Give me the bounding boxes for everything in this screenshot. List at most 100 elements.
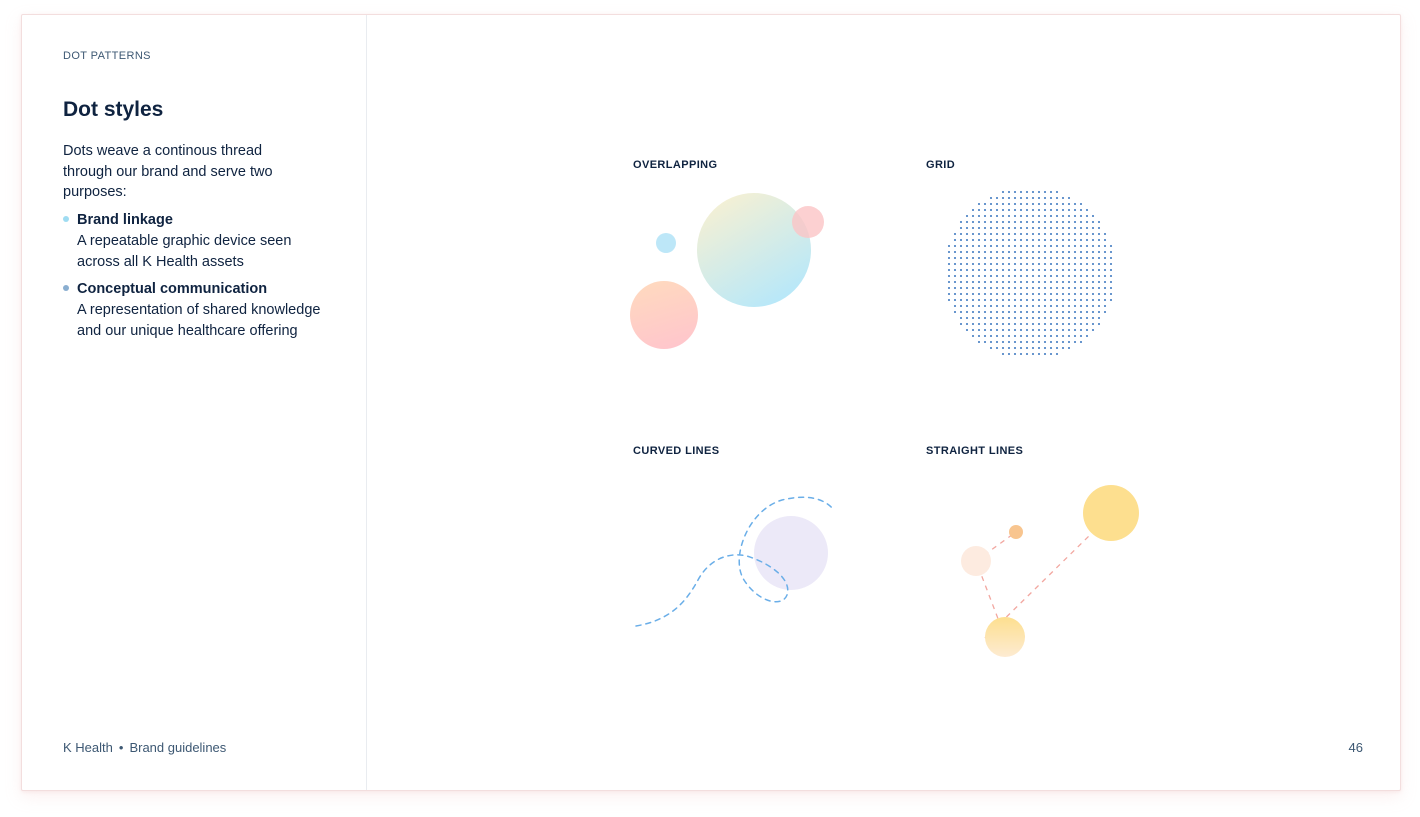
- grid-dot: [1079, 244, 1083, 248]
- grid-dot: [1109, 280, 1113, 284]
- grid-dot: [1055, 316, 1059, 320]
- grid-dot: [1055, 214, 1059, 218]
- grid-dot: [1097, 310, 1101, 314]
- grid-dot: [959, 232, 963, 236]
- grid-dot: [1019, 196, 1023, 200]
- grid-dot: [1067, 196, 1071, 200]
- grid-dot: [983, 292, 987, 296]
- grid-dot: [1109, 286, 1113, 290]
- grid-dot: [977, 202, 981, 206]
- grid-dot: [1013, 268, 1017, 272]
- grid-dot: [1067, 334, 1071, 338]
- grid-dot: [1043, 274, 1047, 278]
- grid-dot: [959, 322, 963, 326]
- grid-dot: [1031, 262, 1035, 266]
- grid-dot: [1013, 196, 1017, 200]
- grid-dot: [1073, 250, 1077, 254]
- grid-dot: [1085, 310, 1089, 314]
- grid-dot: [1079, 310, 1083, 314]
- grid-dot: [1079, 214, 1083, 218]
- grid-dot: [1001, 298, 1005, 302]
- grid-dot: [965, 322, 969, 326]
- grid-dot: [1037, 340, 1041, 344]
- grid-dot: [1043, 328, 1047, 332]
- grid-dot: [1085, 214, 1089, 218]
- grid-dot: [1037, 262, 1041, 266]
- grid-dot: [1043, 238, 1047, 242]
- grid-dot: [947, 256, 951, 260]
- grid-dot: [1043, 340, 1047, 344]
- grid-dot: [1019, 214, 1023, 218]
- grid-dot: [1055, 352, 1059, 356]
- grid-dot: [1109, 244, 1113, 248]
- grid-dot: [1085, 220, 1089, 224]
- grid-dot: [1055, 226, 1059, 230]
- grid-dot: [1019, 256, 1023, 260]
- small-blue-dot: [656, 233, 676, 253]
- grid-dot: [1043, 226, 1047, 230]
- grid-dot: [1019, 226, 1023, 230]
- grid-dot: [1055, 256, 1059, 260]
- grid-dot: [1067, 322, 1071, 326]
- grid-dot: [1037, 202, 1041, 206]
- grid-dot: [1073, 268, 1077, 272]
- yellow-gradient-dot: [985, 617, 1025, 657]
- grid-dot: [995, 304, 999, 308]
- grid-dot: [1019, 298, 1023, 302]
- grid-dot: [1091, 322, 1095, 326]
- grid-dot: [959, 280, 963, 284]
- grid-dot: [995, 202, 999, 206]
- grid-dot: [1043, 262, 1047, 266]
- grid-dot: [983, 274, 987, 278]
- grid-dot: [1061, 292, 1065, 296]
- grid-dot: [1085, 232, 1089, 236]
- grid-dot: [965, 304, 969, 308]
- grid-dot: [977, 238, 981, 242]
- grid-dot: [1061, 232, 1065, 236]
- grid-dot: [1025, 238, 1029, 242]
- grid-dot: [971, 334, 975, 338]
- grid-dot: [1061, 310, 1065, 314]
- lavender-dot: [754, 516, 828, 590]
- grid-dot: [1055, 340, 1059, 344]
- grid-dot: [1055, 304, 1059, 308]
- grid-dot: [971, 292, 975, 296]
- grid-dot: [1037, 298, 1041, 302]
- grid-dot: [1079, 286, 1083, 290]
- grid-dot: [953, 238, 957, 242]
- grid-dot: [1013, 208, 1017, 212]
- grid-dot: [953, 292, 957, 296]
- grid-dot: [1037, 256, 1041, 260]
- grid-dot: [1079, 202, 1083, 206]
- grid-dot: [1085, 256, 1089, 260]
- grid-dot: [989, 304, 993, 308]
- grid-dot: [1031, 316, 1035, 320]
- grid-dot: [1091, 316, 1095, 320]
- grid-dot: [989, 280, 993, 284]
- grid-dot: [1007, 322, 1011, 326]
- grid-dot: [1097, 226, 1101, 230]
- grid-dot: [1085, 334, 1089, 338]
- grid-dot: [1055, 202, 1059, 206]
- grid-dot: [1049, 334, 1053, 338]
- grid-dot: [1091, 274, 1095, 278]
- grid-dot: [989, 286, 993, 290]
- grid-dot: [971, 304, 975, 308]
- grid-dot: [1097, 232, 1101, 236]
- grid-dot: [995, 286, 999, 290]
- grid-dot: [977, 328, 981, 332]
- grid-dot: [1103, 280, 1107, 284]
- grid-dot: [1097, 280, 1101, 284]
- grid-dot: [1103, 238, 1107, 242]
- grid-dot: [1073, 304, 1077, 308]
- grid-dot: [959, 250, 963, 254]
- grid-dot: [1061, 322, 1065, 326]
- grid-dot: [965, 220, 969, 224]
- grid-dot: [1001, 202, 1005, 206]
- grid-dot: [1103, 292, 1107, 296]
- grid-dot: [953, 256, 957, 260]
- grid-dot: [1049, 262, 1053, 266]
- grid-dot: [977, 340, 981, 344]
- grid-dot: [1061, 244, 1065, 248]
- grid-dot: [1055, 220, 1059, 224]
